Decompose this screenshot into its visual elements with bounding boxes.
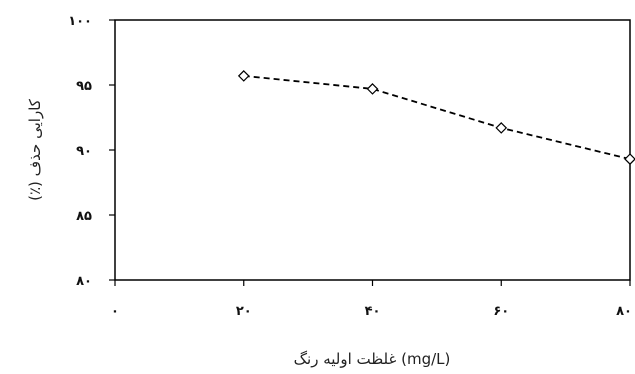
plot-area <box>114 19 631 281</box>
series-group <box>237 70 635 165</box>
y-tick-label: ۸۵ <box>76 209 92 224</box>
y-tick-label: ۸۰ <box>76 274 92 289</box>
data-point-marker <box>624 153 635 165</box>
y-axis-tick-labels: ۸۰ ۸۵ ۹۰ ۹۵ ۱۰۰ <box>68 14 92 289</box>
x-axis-ticks <box>114 280 631 286</box>
y-tick-label: ۱۰۰ <box>68 14 92 29</box>
series-line <box>243 75 631 160</box>
x-tick-label: ۴۰ <box>365 304 381 319</box>
y-tick-label: ۹۰ <box>76 144 92 159</box>
x-tick-label: ۰ <box>111 304 119 319</box>
data-point-marker <box>237 70 250 82</box>
data-point-marker <box>366 83 379 95</box>
y-tick-label: ۹۵ <box>76 79 92 94</box>
x-tick-label: ۲۰ <box>236 304 252 319</box>
x-axis-tick-labels: ۰ ۲۰ ۴۰ ۶۰ ۸۰ <box>111 304 632 319</box>
x-axis-title: (mg/L) غلظت اولیه رنگ <box>294 350 451 368</box>
x-tick-label: ۶۰ <box>493 304 509 319</box>
data-point-marker <box>495 122 508 134</box>
y-axis-title: کارایی حذف (٪) <box>26 98 44 201</box>
y-axis-ticks <box>109 19 115 281</box>
x-tick-label: ۸۰ <box>616 304 632 319</box>
